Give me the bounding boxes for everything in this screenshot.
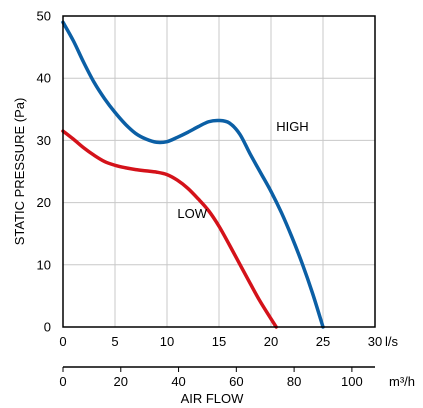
y-tick-label: 10 — [37, 257, 51, 272]
grid — [63, 16, 375, 327]
x-axis-title: AIR FLOW — [181, 391, 245, 406]
x-tick-label: 25 — [316, 334, 330, 349]
x-unit-label: l/s — [385, 334, 399, 349]
secondary-x-tick-label: 20 — [114, 374, 128, 389]
y-axis-title: STATIC PRESSURE (Pa) — [12, 98, 27, 246]
secondary-x-ticks: 0 20 40 60 80 100 — [59, 367, 363, 389]
secondary-x-tick-label: 60 — [229, 374, 243, 389]
x-tick-label: 5 — [111, 334, 118, 349]
secondary-x-tick-label: 100 — [341, 374, 363, 389]
secondary-x-unit-label: m³/h — [389, 374, 415, 389]
series-labels: HIGH LOW — [177, 119, 308, 221]
y-tick-labels: 0 10 20 30 40 50 — [37, 9, 51, 335]
secondary-x-tick-label: 80 — [287, 374, 301, 389]
series-label-low: LOW — [177, 206, 207, 221]
x-tick-label: 10 — [160, 334, 174, 349]
x-tick-label: 20 — [264, 334, 278, 349]
x-tick-label: 0 — [59, 334, 66, 349]
series-label-high: HIGH — [276, 119, 309, 134]
x-tick-label: 30 — [368, 334, 382, 349]
series-line-high — [61, 20, 325, 329]
secondary-x-tick-label: 0 — [59, 374, 66, 389]
secondary-x-tick-label: 40 — [171, 374, 185, 389]
y-tick-label: 40 — [37, 71, 51, 86]
series-lines — [61, 20, 325, 329]
plot-frame — [62, 15, 376, 328]
y-tick-label: 0 — [44, 320, 51, 335]
y-tick-label: 20 — [37, 195, 51, 210]
x-tick-labels: 0 5 10 15 20 25 30 — [59, 334, 382, 349]
y-tick-label: 50 — [37, 9, 51, 24]
y-tick-label: 30 — [37, 133, 51, 148]
x-tick-label: 15 — [212, 334, 226, 349]
series-line-low — [61, 129, 278, 329]
